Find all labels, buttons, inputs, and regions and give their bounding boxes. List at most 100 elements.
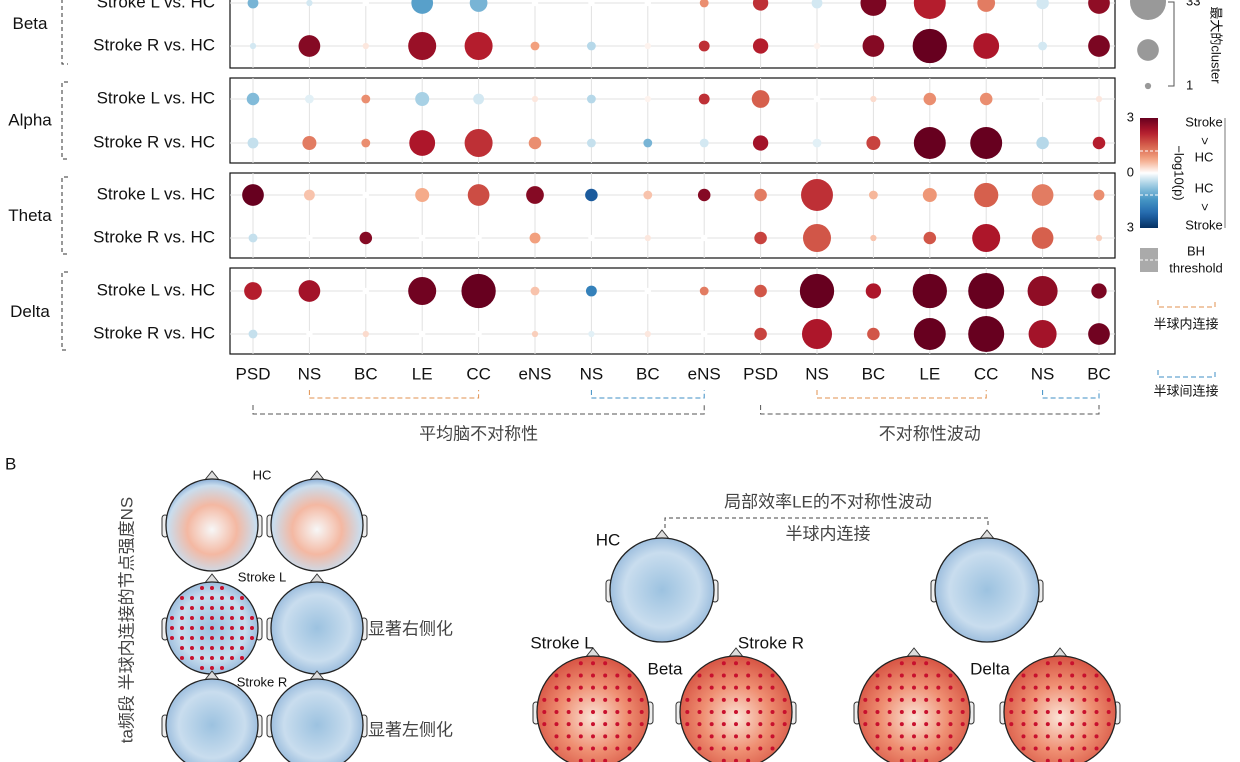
bubble bbox=[813, 42, 821, 50]
map-label: Stroke R bbox=[738, 633, 804, 652]
electrode bbox=[899, 758, 904, 762]
electrode bbox=[1094, 722, 1099, 727]
electrode bbox=[603, 661, 608, 666]
electrode bbox=[220, 586, 224, 590]
bubble bbox=[643, 190, 653, 200]
electrode bbox=[566, 673, 571, 678]
bubble bbox=[973, 33, 1000, 59]
electrode bbox=[603, 673, 608, 678]
electrode bbox=[697, 722, 702, 727]
bubble bbox=[923, 92, 937, 106]
head-nose bbox=[203, 573, 221, 585]
electrode bbox=[591, 746, 595, 751]
colorbar-label: −log10(p) bbox=[1172, 145, 1187, 200]
bubble bbox=[361, 138, 371, 148]
bubble bbox=[699, 0, 709, 8]
bubble bbox=[247, 0, 259, 9]
electrode bbox=[1094, 685, 1099, 690]
bubble bbox=[970, 127, 1003, 159]
electrode bbox=[220, 616, 224, 620]
electrode bbox=[240, 656, 244, 660]
electrode bbox=[230, 606, 234, 610]
head-nose bbox=[978, 529, 996, 541]
electrode bbox=[746, 685, 751, 690]
electrode bbox=[603, 685, 608, 690]
electrode bbox=[721, 661, 726, 666]
electrode bbox=[603, 710, 608, 714]
electrode bbox=[220, 636, 224, 640]
electrode bbox=[899, 734, 904, 739]
bubble bbox=[752, 135, 769, 151]
head-nose bbox=[203, 670, 221, 682]
electrode bbox=[1082, 734, 1087, 739]
bubble bbox=[968, 316, 1005, 352]
electrode bbox=[230, 646, 234, 650]
electrode bbox=[887, 697, 892, 702]
electrode bbox=[578, 661, 583, 666]
x-tick-label: eNS bbox=[518, 364, 551, 383]
electrode bbox=[1070, 746, 1075, 751]
electrode bbox=[220, 596, 224, 600]
bubble bbox=[701, 234, 708, 242]
electrode bbox=[887, 685, 892, 690]
topomap bbox=[165, 478, 259, 572]
electrode bbox=[1058, 697, 1062, 702]
electrode bbox=[697, 697, 702, 702]
x-tick-label: BC bbox=[862, 364, 886, 383]
electrode bbox=[721, 734, 726, 739]
band-label: Beta bbox=[13, 14, 49, 33]
electrode bbox=[1021, 685, 1026, 690]
size-legend-axis bbox=[1168, 1, 1175, 87]
bubble bbox=[977, 0, 996, 12]
bubble bbox=[408, 276, 437, 306]
bubble bbox=[1027, 275, 1058, 307]
electrode bbox=[875, 746, 880, 751]
electrode bbox=[912, 722, 916, 727]
electrode bbox=[190, 656, 194, 660]
group-label: 不对称性波动 bbox=[879, 424, 981, 443]
electrode bbox=[770, 722, 775, 727]
size-legend-dot bbox=[1130, 0, 1166, 20]
electrode bbox=[554, 710, 559, 714]
electrode bbox=[709, 697, 714, 702]
bubble bbox=[361, 94, 371, 104]
electrode bbox=[1094, 734, 1099, 739]
head-nose bbox=[308, 573, 326, 585]
electrode bbox=[200, 586, 204, 590]
bubble bbox=[586, 138, 596, 148]
size-legend-label: 最大的cluster bbox=[1209, 6, 1224, 84]
electrode bbox=[912, 697, 916, 702]
electrode bbox=[948, 697, 953, 702]
electrode bbox=[566, 710, 571, 714]
bubble bbox=[644, 95, 651, 103]
electrode bbox=[578, 685, 583, 690]
bubble bbox=[1038, 41, 1048, 51]
electrode bbox=[170, 636, 174, 640]
colorbar-tick: 0 bbox=[1127, 164, 1134, 179]
electrode bbox=[1045, 685, 1050, 690]
electrode bbox=[1033, 722, 1038, 727]
bracket bbox=[252, 405, 705, 415]
electrode bbox=[863, 722, 868, 727]
bubble bbox=[699, 286, 709, 296]
bubble bbox=[1088, 35, 1110, 57]
electrode bbox=[220, 646, 224, 650]
electrode bbox=[591, 710, 595, 714]
bracket-legend: 半球间连接 bbox=[1153, 383, 1218, 398]
electrode bbox=[603, 734, 608, 739]
bubble bbox=[298, 35, 321, 57]
electrode bbox=[1070, 661, 1075, 666]
electrode bbox=[746, 746, 751, 751]
bubble bbox=[306, 330, 313, 338]
head-nose bbox=[308, 470, 326, 482]
bubble bbox=[1088, 0, 1110, 14]
electrode bbox=[639, 710, 644, 714]
electrode bbox=[1033, 697, 1038, 702]
row-label: Stroke R vs. HC bbox=[93, 35, 215, 54]
electrode bbox=[220, 656, 224, 660]
bubble bbox=[419, 330, 426, 338]
map-note: 显著右侧化 bbox=[368, 619, 453, 638]
electrode bbox=[1058, 661, 1062, 666]
bracket bbox=[664, 517, 989, 528]
electrode bbox=[1021, 697, 1026, 702]
